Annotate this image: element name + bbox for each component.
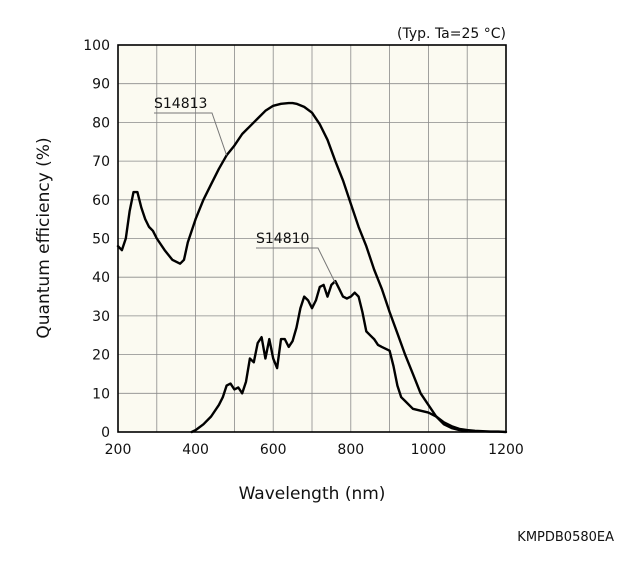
y-tick-label: 20 xyxy=(92,348,110,364)
y-tick-label: 60 xyxy=(92,193,110,209)
x-tick-label: 1000 xyxy=(411,442,447,458)
series-annotation-label: S14813 xyxy=(154,96,207,112)
plot-frame xyxy=(117,44,507,433)
y-tick-label: 30 xyxy=(92,309,110,325)
series-line-s14813 xyxy=(116,101,469,432)
x-tick-label: 800 xyxy=(337,442,364,458)
series-line-s14810 xyxy=(190,279,508,434)
annotation-leader-line xyxy=(256,247,336,284)
y-tick-label: 80 xyxy=(92,115,110,131)
y-axis-ticks: 0 10 20 30 40 50 60 70 80 90 100 xyxy=(83,38,110,441)
annotations: S14813 S14810 xyxy=(154,96,336,284)
x-tick-label: 1200 xyxy=(488,442,524,458)
x-tick-label: 200 xyxy=(105,442,132,458)
y-tick-label: 90 xyxy=(92,77,110,93)
annotation-leader-line xyxy=(154,112,228,156)
y-axis-label: Quantum efficiency (%) xyxy=(34,137,54,338)
y-tick-label: 10 xyxy=(92,386,110,402)
document-code: KMPDB0580EA xyxy=(517,530,614,545)
y-tick-label: 100 xyxy=(83,38,110,54)
x-axis-label: Wavelength (nm) xyxy=(239,484,386,504)
conditions-note: (Typ. Ta=25 °C) xyxy=(397,26,506,42)
x-axis-ticks: 200 400 600 800 1000 1200 xyxy=(105,442,524,458)
series-annotation-label: S14810 xyxy=(256,231,309,247)
series-lines xyxy=(116,101,508,434)
y-tick-label: 40 xyxy=(92,270,110,286)
grid xyxy=(118,45,506,432)
x-tick-label: 600 xyxy=(260,442,287,458)
y-tick-label: 50 xyxy=(92,232,110,248)
x-tick-label: 400 xyxy=(182,442,209,458)
y-tick-label: 0 xyxy=(101,425,110,441)
y-tick-label: 70 xyxy=(92,154,110,170)
